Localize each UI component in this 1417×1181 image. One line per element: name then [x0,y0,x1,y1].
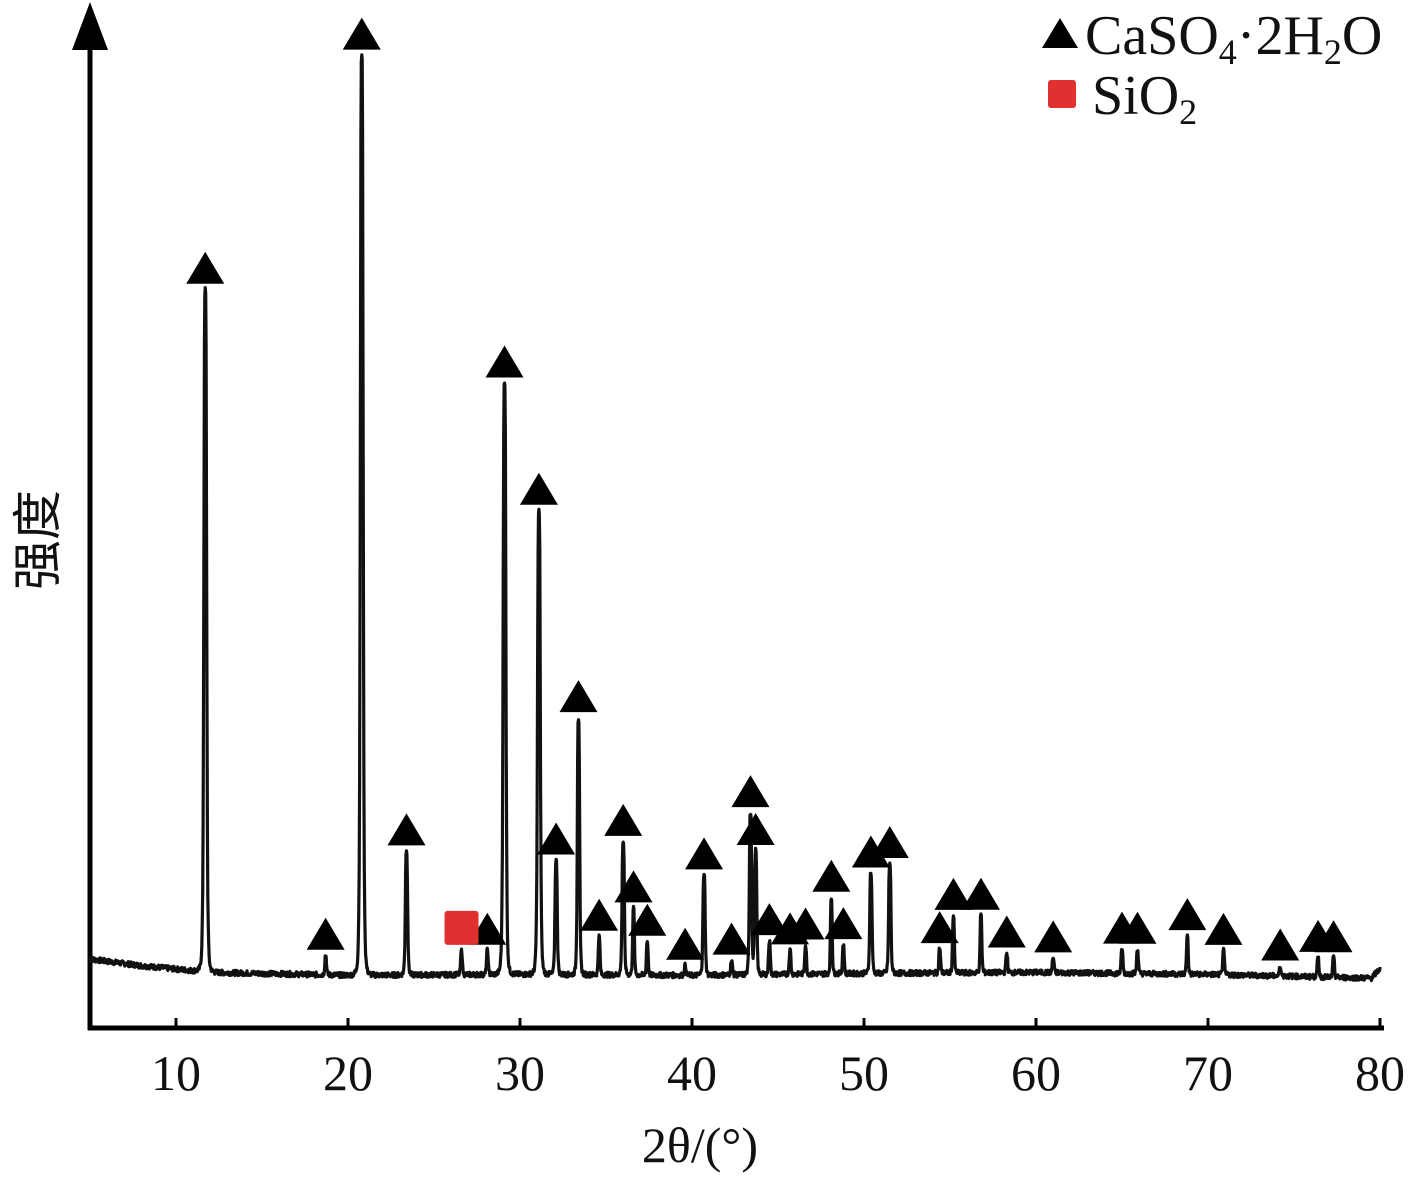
caso4-peak-marker [1204,912,1243,945]
caso4-peak-marker [559,680,598,713]
x-ticks [174,1018,1382,1030]
x-axis-title: 2θ/(°) [642,1117,758,1173]
caso4-peak-marker [580,898,619,931]
x-tick-label: 80 [1355,1045,1405,1101]
caso4-peak-marker [685,837,724,870]
y-axis-title: 强度 [10,490,66,590]
x-tick-label: 40 [667,1045,717,1101]
caso4-peak-marker [870,825,909,858]
caso4-peak-marker [666,927,705,960]
caso4-peak-marker [1314,920,1353,953]
legend-square-marker [1048,80,1076,108]
diffraction-trace [88,53,1382,983]
x-tick-label: 10 [151,1045,201,1101]
caso4-peak-marker [1261,928,1300,961]
caso4-peak-marker [920,911,959,944]
legend: CaSO4·2H2O SiO2 [1042,5,1382,132]
caso4-peak-marker [628,903,667,936]
caso4-peak-marker [387,813,426,846]
legend-entry-sio2: SiO2 [1048,65,1197,132]
x-tick-label: 50 [839,1045,889,1101]
caso4-peak-marker [961,877,1000,910]
caso4-peak-marker [1118,911,1157,944]
y-axis-arrow [72,2,108,50]
caso4-peak-marker [750,903,789,936]
caso4-peak-marker [1168,898,1207,931]
x-tick-label: 20 [323,1045,373,1101]
caso4-peak-marker [186,251,225,284]
legend-label-caso4: CaSO4·2H2O [1085,5,1382,72]
caso4-peak-marker [851,835,890,868]
peak-markers [186,17,1353,961]
caso4-peak-marker [786,907,825,940]
legend-triangle-marker [1042,18,1078,48]
caso4-peak-marker [342,17,381,50]
caso4-peak-marker [1034,920,1073,953]
caso4-peak-marker [537,822,576,855]
caso4-peak-marker [712,922,751,955]
caso4-peak-marker [987,915,1026,948]
caso4-peak-marker [736,813,775,846]
x-tick-label: 30 [495,1045,545,1101]
caso4-peak-marker [306,917,345,950]
sio2-peak-marker [444,910,479,945]
caso4-peak-marker [812,859,851,892]
caso4-peak-marker [614,870,653,903]
x-tick-label: 60 [1011,1045,1061,1101]
caso4-peak-marker [519,472,558,505]
caso4-peak-marker [824,907,863,940]
caso4-peak-marker [485,345,524,378]
legend-entry-caso4: CaSO4·2H2O [1042,5,1382,72]
x-tick-labels: 10 20 30 40 50 60 70 80 [151,1045,1405,1101]
caso4-peak-marker [934,877,973,910]
x-tick-label: 70 [1183,1045,1233,1101]
caso4-peak-marker [604,803,643,836]
legend-label-sio2: SiO2 [1092,65,1197,132]
caso4-peak-marker [731,775,770,808]
